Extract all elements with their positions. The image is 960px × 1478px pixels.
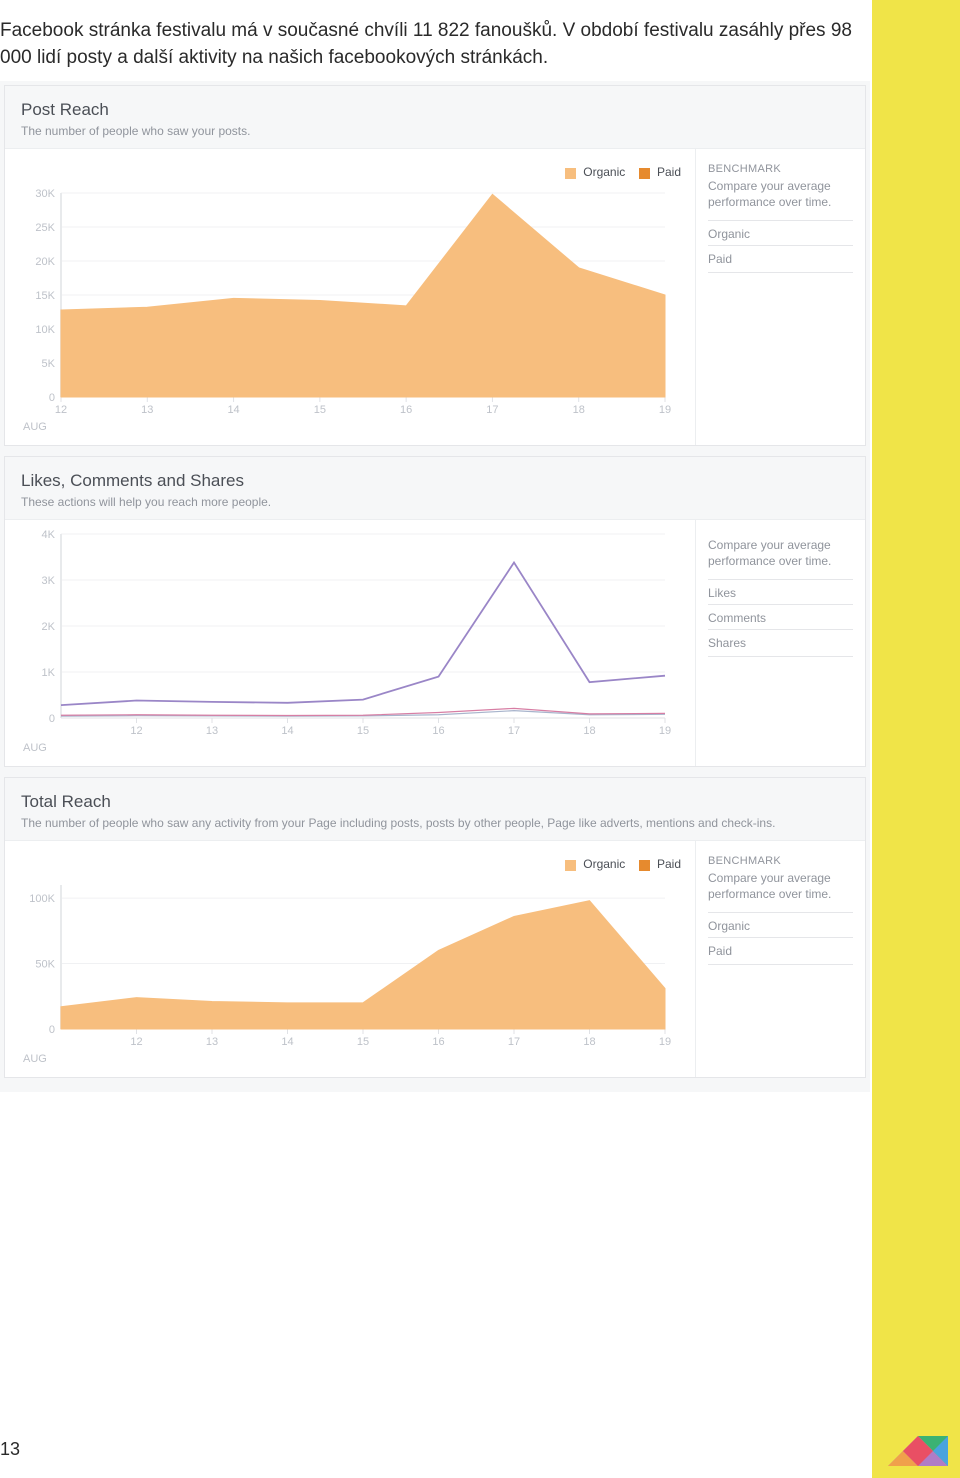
panel-total-reach: Total Reach The number of people who saw… [4,777,866,1078]
svg-text:18: 18 [583,1036,595,1048]
chart-lcs: 0 1K 2K 3K 4K 12 13 14 15 16 17 18 19 AUG [5,520,695,766]
svg-text:18: 18 [573,404,585,416]
svg-text:30K: 30K [35,189,55,200]
x-month-label: AUG [15,419,685,439]
benchmark-item[interactable]: Comments [708,604,853,629]
chart-svg: 0 5K 10K 15K 20K 25K 30K 12 13 14 15 16 17 18 19 [15,189,675,419]
svg-text:17: 17 [486,404,498,416]
panel-subtitle: The number of people who saw any activit… [21,816,849,830]
x-month-label: AUG [15,740,685,760]
svg-text:16: 16 [432,1036,444,1048]
svg-text:12: 12 [130,725,142,737]
swatch-organic [565,168,576,179]
benchmark-post-reach: BENCHMARK Compare your average performan… [695,149,865,445]
benchmark-item[interactable]: Likes [708,579,853,604]
svg-text:100K: 100K [29,893,55,905]
svg-text:19: 19 [659,725,671,737]
svg-text:15: 15 [357,725,369,737]
svg-text:3K: 3K [42,575,56,587]
svg-text:4K: 4K [42,530,56,541]
svg-text:19: 19 [659,404,671,416]
benchmark-item[interactable]: Paid [708,245,853,273]
tangram-logo-icon [888,1406,948,1466]
legend-label: Paid [657,165,681,179]
svg-text:0: 0 [49,392,55,404]
panel-subtitle: These actions will help you reach more p… [21,495,849,509]
svg-text:16: 16 [400,404,412,416]
benchmark-title: BENCHMARK [708,855,853,867]
svg-text:15K: 15K [35,290,55,302]
panel-header: Total Reach The number of people who saw… [5,778,865,840]
x-month-label: AUG [15,1051,685,1071]
legend-label: Organic [583,165,625,179]
svg-text:25K: 25K [35,222,55,234]
benchmark-desc: Compare your average performance over ti… [708,538,853,569]
panel-lcs: Likes, Comments and Shares These actions… [4,456,866,767]
swatch-organic [565,860,576,871]
panel-title: Likes, Comments and Shares [21,471,849,491]
panel-header: Likes, Comments and Shares These actions… [5,457,865,519]
benchmark-desc: Compare your average performance over ti… [708,179,853,210]
panel-header: Post Reach The number of people who saw … [5,86,865,148]
benchmark-title: BENCHMARK [708,163,853,175]
svg-text:12: 12 [55,404,67,416]
svg-text:10K: 10K [35,324,55,336]
intro-text: Facebook stránka festivalu má v současné… [0,0,870,81]
panel-subtitle: The number of people who saw your posts. [21,124,849,138]
benchmark-lcs: Compare your average performance over ti… [695,520,865,766]
legend-total-reach: Organic Paid [15,851,685,881]
svg-text:0: 0 [49,713,55,725]
svg-text:0: 0 [49,1024,55,1036]
legend-label: Paid [657,857,681,871]
svg-text:1K: 1K [42,667,56,679]
panels-container: Post Reach The number of people who saw … [0,81,870,1092]
swatch-paid [639,168,650,179]
svg-text:16: 16 [432,725,444,737]
svg-text:14: 14 [227,404,239,416]
svg-text:17: 17 [508,1036,520,1048]
benchmark-item[interactable]: Organic [708,220,853,245]
benchmark-desc: Compare your average performance over ti… [708,871,853,902]
benchmark-item[interactable]: Organic [708,912,853,937]
svg-text:2K: 2K [42,621,56,633]
panel-post-reach: Post Reach The number of people who saw … [4,85,866,446]
svg-text:19: 19 [659,1036,671,1048]
yellow-sidebar [872,0,960,1478]
svg-text:18: 18 [583,725,595,737]
chart-svg: 0 1K 2K 3K 4K 12 13 14 15 16 17 18 19 [15,530,675,740]
svg-text:13: 13 [206,725,218,737]
svg-text:14: 14 [281,1036,293,1048]
legend-post-reach: Organic Paid [15,159,685,189]
panel-title: Post Reach [21,100,849,120]
svg-text:15: 15 [357,1036,369,1048]
svg-text:12: 12 [130,1036,142,1048]
benchmark-item[interactable]: Paid [708,937,853,965]
chart-post-reach: Organic Paid 0 5K 10K 15K 20K 25K 30K 12 13 14 15 1… [5,149,695,445]
svg-text:5K: 5K [42,358,56,370]
panel-title: Total Reach [21,792,849,812]
svg-text:17: 17 [508,725,520,737]
page-number: 13 [0,1439,20,1460]
svg-text:13: 13 [206,1036,218,1048]
swatch-paid [639,860,650,871]
benchmark-item[interactable]: Shares [708,629,853,657]
svg-text:50K: 50K [35,959,55,971]
chart-total-reach: Organic Paid 0 50K 100K 12 13 14 15 16 17 18 19 AU… [5,841,695,1077]
legend-label: Organic [583,857,625,871]
svg-text:13: 13 [141,404,153,416]
svg-text:15: 15 [314,404,326,416]
chart-svg: 0 50K 100K 12 13 14 15 16 17 18 19 [15,881,675,1051]
benchmark-total-reach: BENCHMARK Compare your average performan… [695,841,865,1077]
svg-text:14: 14 [281,725,293,737]
svg-text:20K: 20K [35,256,55,268]
